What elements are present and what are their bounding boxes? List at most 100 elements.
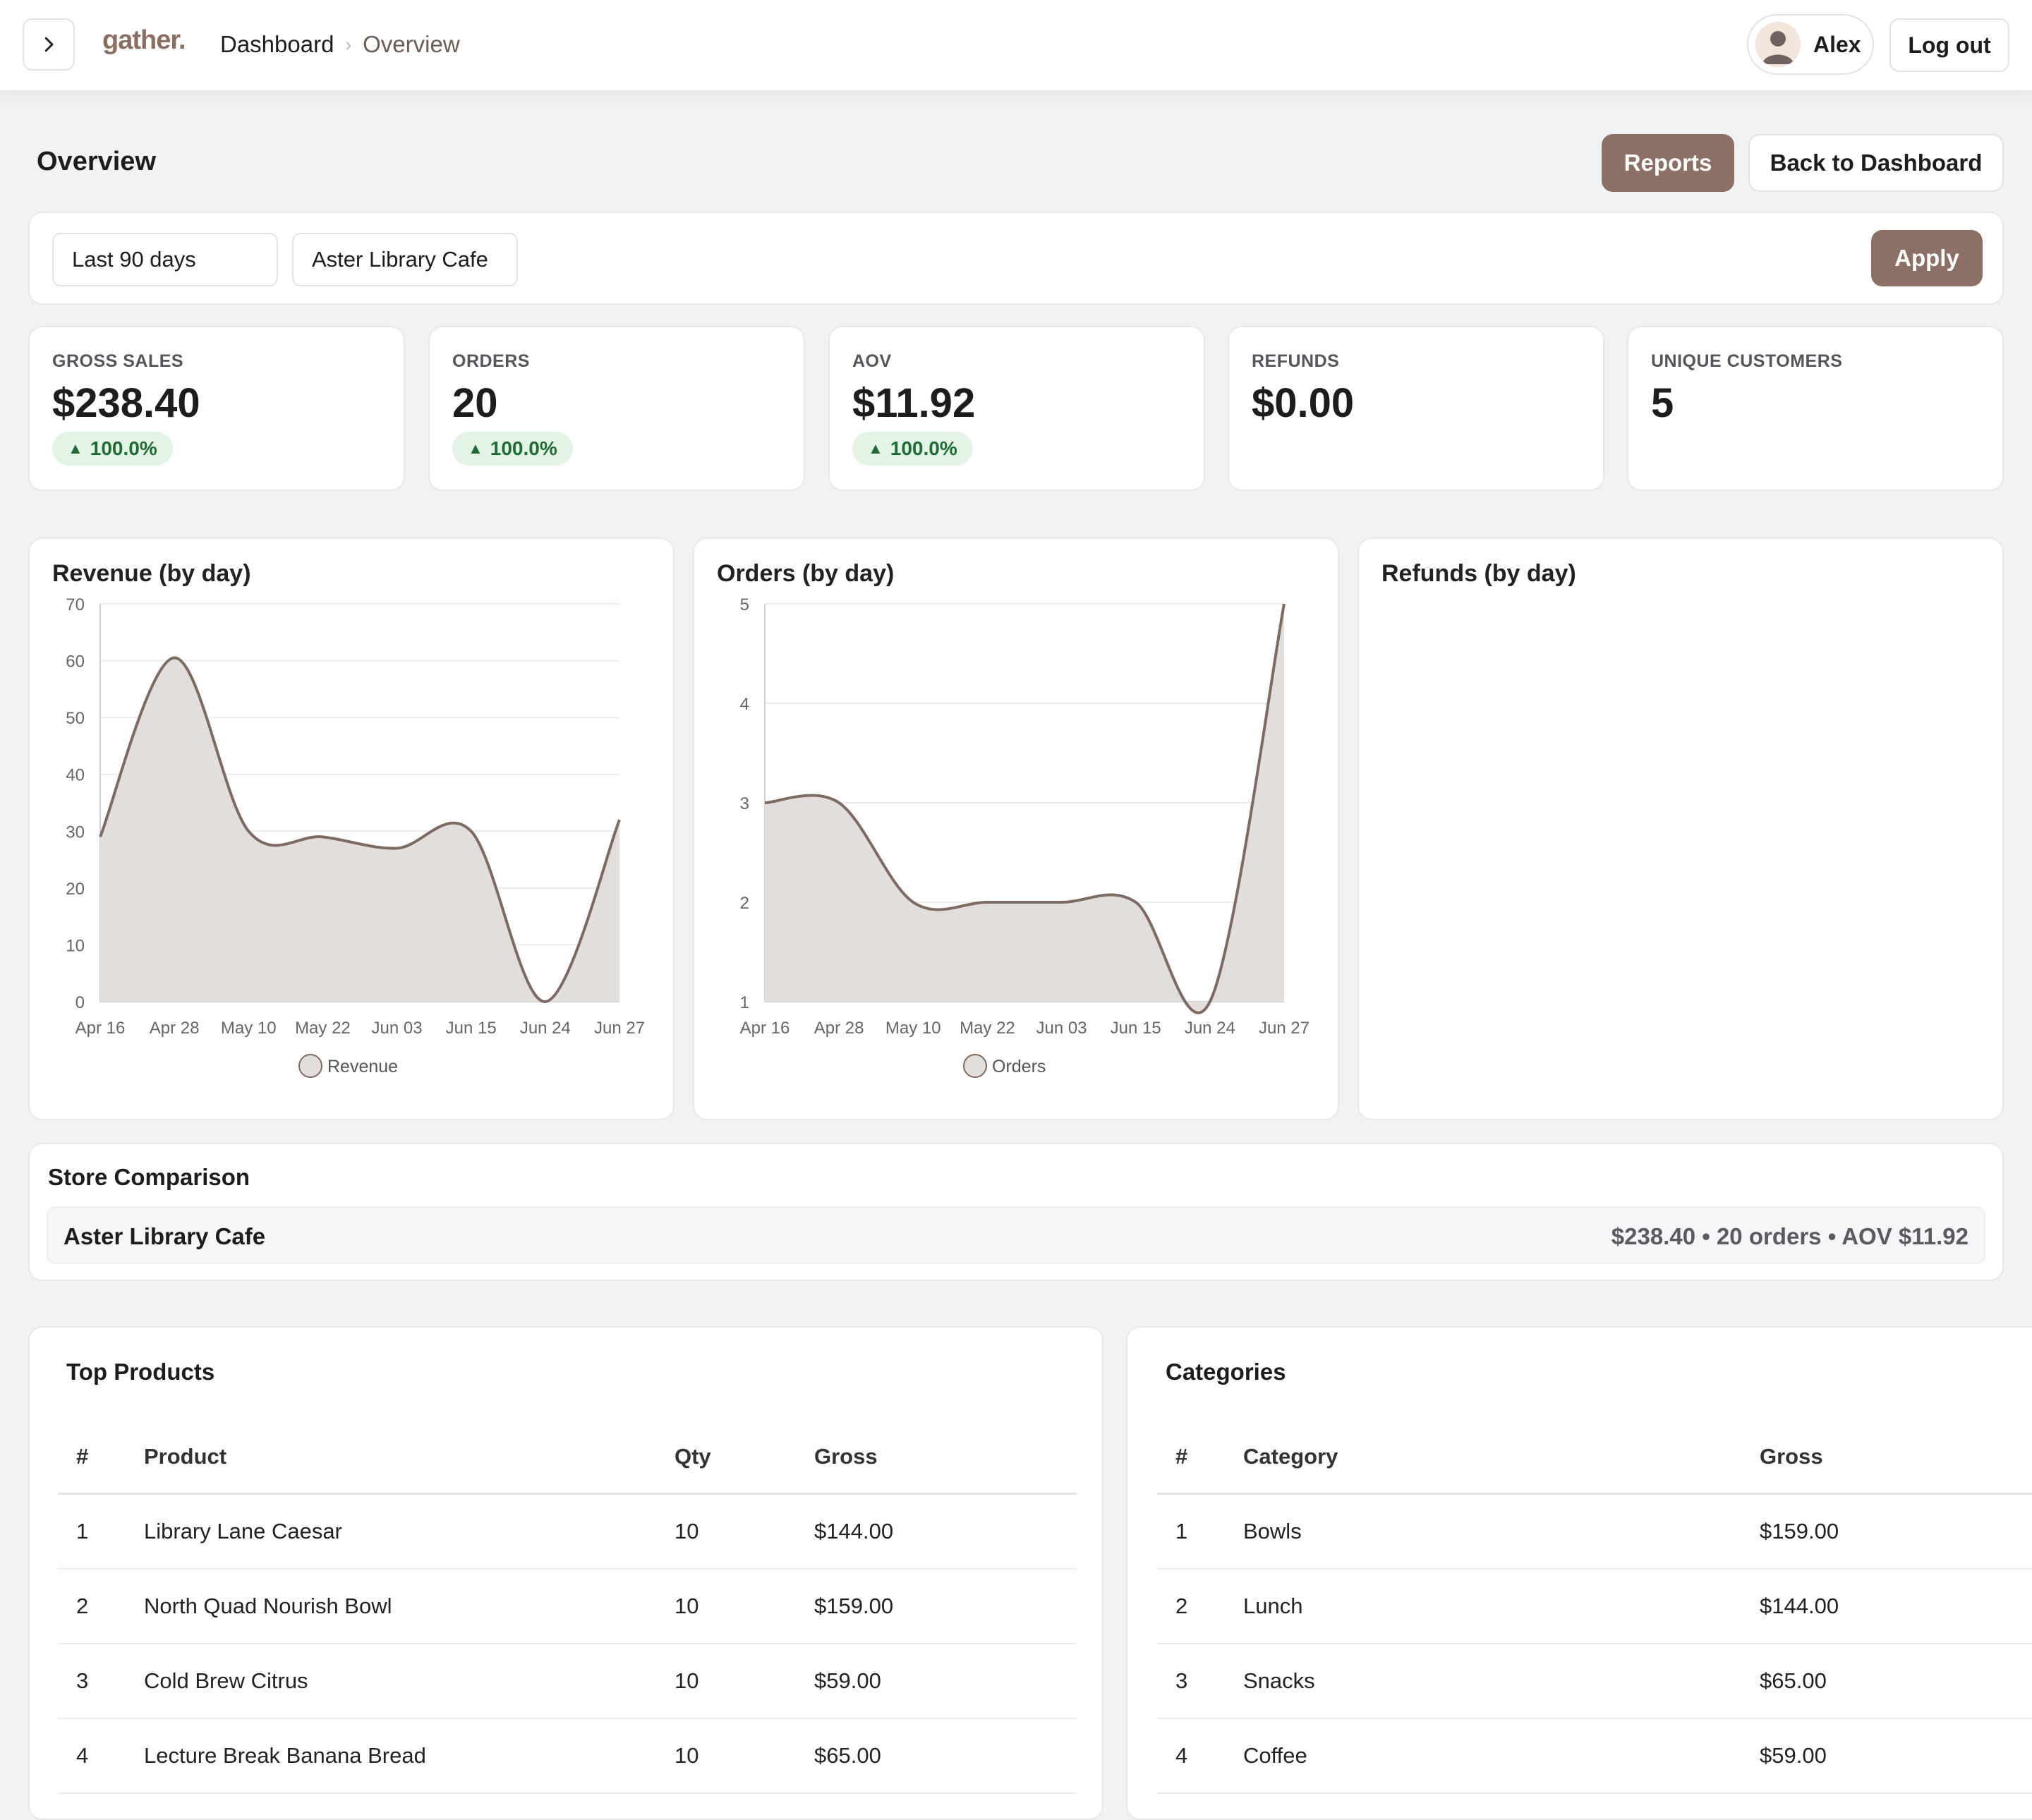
x-tick-label: Apr 28	[150, 1019, 200, 1038]
up-triangle-icon: ▲	[868, 439, 883, 457]
qty-cell: 10	[674, 1493, 814, 1570]
brand-logo[interactable]: gather.	[102, 25, 186, 55]
column-header: Category	[1242, 1421, 1759, 1495]
table-row: 1 Bowls $159.00	[1157, 1493, 2032, 1570]
rank-cell: 1	[58, 1493, 143, 1570]
y-tick-label: 0	[75, 993, 85, 1012]
y-tick-label: 1	[740, 993, 749, 1012]
column-header: #	[58, 1421, 143, 1495]
gross-cell: $144.00	[814, 1493, 1077, 1570]
x-tick-label: Jun 27	[594, 1019, 645, 1038]
y-tick-label: 3	[740, 794, 749, 813]
top-products-table: # Product Qty Gross 1 Library Lane Caesa…	[58, 1421, 1077, 1794]
kpi-label: UNIQUE CUSTOMERS	[1651, 351, 1843, 371]
orders-chart-card: Orders (by day) 1 2 3 4 5 Apr 16 Apr 28 May 10 M…	[693, 538, 1339, 1120]
table-row: 4 Lecture Break Banana Bread 10 $65.00	[58, 1718, 1077, 1794]
kpi-orders: ORDERS 20 ▲ 100.0%	[428, 326, 805, 491]
store-name: Aster Library Cafe	[64, 1223, 266, 1249]
x-tick-label: Jun 24	[1185, 1019, 1235, 1038]
back-to-dashboard-button[interactable]: Back to Dashboard	[1748, 134, 2004, 192]
y-tick-label: 4	[740, 695, 749, 714]
kpi-aov: AOV $11.92 ▲ 100.0%	[828, 326, 1205, 491]
revenue-chart: 0 10 20 30 40 50 60 70 Apr 16 Apr 28 May 10 May 22 J…	[66, 595, 645, 1078]
kpi-refunds: REFUNDS $0.00	[1228, 326, 1604, 491]
sidebar-toggle-button[interactable]	[23, 18, 75, 71]
qty-cell: 10	[674, 1644, 814, 1719]
user-menu[interactable]: Alex	[1747, 14, 1874, 75]
x-tick-label: Jun 03	[372, 1019, 423, 1038]
store-comparison-card: Store Comparison Aster Library Cafe $238…	[28, 1143, 2004, 1281]
comparison-row: Aster Library Cafe $238.40 • 20 orders •…	[47, 1206, 1985, 1264]
store-select[interactable]: Aster Library Cafe	[292, 233, 518, 286]
categories-table: # Category Gross 1 Bowls $159.00 2 Lunch…	[1157, 1421, 2032, 1794]
y-tick-label: 2	[740, 894, 749, 913]
y-tick-label: 70	[66, 595, 85, 614]
kpi-label: REFUNDS	[1252, 351, 1340, 371]
x-tick-label: Jun 27	[1259, 1019, 1310, 1038]
chart-title: Refunds (by day)	[1381, 560, 1576, 587]
kpi-change-badge: ▲ 100.0%	[52, 432, 173, 466]
x-tick-label: May 22	[960, 1019, 1015, 1038]
category-cell: Lunch	[1242, 1569, 1759, 1644]
breadcrumb-separator-icon: ›	[345, 33, 352, 55]
product-cell: Cold Brew Citrus	[143, 1644, 674, 1719]
rank-cell: 2	[1157, 1569, 1242, 1644]
y-tick-label: 20	[66, 880, 85, 899]
kpi-label: ORDERS	[452, 351, 530, 371]
table-row: 3 Cold Brew Citrus 10 $59.00	[58, 1644, 1077, 1719]
column-header: #	[1157, 1421, 1242, 1495]
kpi-change-value: 100.0%	[490, 437, 557, 459]
product-cell: Lecture Break Banana Bread	[143, 1718, 674, 1794]
gross-cell: $144.00	[1759, 1569, 2032, 1644]
gross-cell: $65.00	[1759, 1644, 2032, 1719]
column-header: Gross	[814, 1421, 1077, 1495]
kpi-change-value: 100.0%	[90, 437, 157, 459]
x-tick-label: Apr 28	[814, 1019, 864, 1038]
avatar	[1755, 22, 1801, 67]
x-tick-label: Apr 16	[75, 1019, 126, 1038]
category-cell: Bowls	[1242, 1493, 1759, 1570]
section-title: Categories	[1166, 1359, 1286, 1385]
kpi-value: 20	[452, 380, 498, 426]
refunds-chart-card: Refunds (by day)	[1357, 538, 2004, 1120]
table-row: 2 Lunch $144.00	[1157, 1569, 2032, 1644]
product-cell: Library Lane Caesar	[143, 1493, 674, 1570]
product-cell: North Quad Nourish Bowl	[143, 1569, 674, 1644]
rank-cell: 4	[58, 1718, 143, 1794]
up-triangle-icon: ▲	[68, 439, 83, 457]
filter-bar: Last 90 days Aster Library Cafe Apply	[28, 212, 2004, 305]
series-line	[764, 603, 1286, 1014]
categories-card: Categories # Category Gross 1 Bowls $159…	[1126, 1326, 2032, 1820]
kpi-change-badge: ▲ 100.0%	[452, 432, 573, 466]
rank-cell: 2	[58, 1569, 143, 1644]
date-range-select[interactable]: Last 90 days	[52, 233, 278, 286]
breadcrumb-current: Overview	[363, 31, 460, 57]
apply-button[interactable]: Apply	[1871, 230, 1983, 286]
y-tick-label: 40	[66, 766, 85, 785]
breadcrumb: Dashboard › Overview	[220, 31, 460, 58]
series-area	[100, 657, 619, 1002]
kpi-label: GROSS SALES	[52, 351, 184, 371]
logout-button[interactable]: Log out	[1889, 18, 2009, 72]
breadcrumb-dashboard-link[interactable]: Dashboard	[220, 31, 334, 57]
chart-title: Revenue (by day)	[52, 560, 251, 587]
up-triangle-icon: ▲	[468, 439, 483, 457]
qty-cell: 10	[674, 1718, 814, 1794]
chart-title: Orders (by day)	[717, 560, 895, 587]
x-tick-label: May 10	[221, 1019, 277, 1038]
rank-cell: 4	[1157, 1718, 1242, 1794]
section-title: Store Comparison	[48, 1164, 250, 1190]
kpi-label: AOV	[852, 351, 892, 371]
legend-label: Orders	[992, 1057, 1046, 1076]
series-area	[765, 604, 1284, 1013]
column-header: Product	[143, 1421, 674, 1495]
page-title: Overview	[37, 147, 156, 176]
y-tick-label: 30	[66, 823, 85, 842]
y-tick-label: 10	[66, 936, 85, 955]
y-tick-label: 5	[740, 595, 749, 614]
legend-label: Revenue	[327, 1057, 398, 1076]
reports-button[interactable]: Reports	[1602, 134, 1734, 192]
rank-cell: 3	[58, 1644, 143, 1719]
table-header-row: # Product Qty Gross	[58, 1421, 1077, 1495]
top-products-card: Top Products # Product Qty Gross 1 Libra…	[28, 1326, 1103, 1820]
